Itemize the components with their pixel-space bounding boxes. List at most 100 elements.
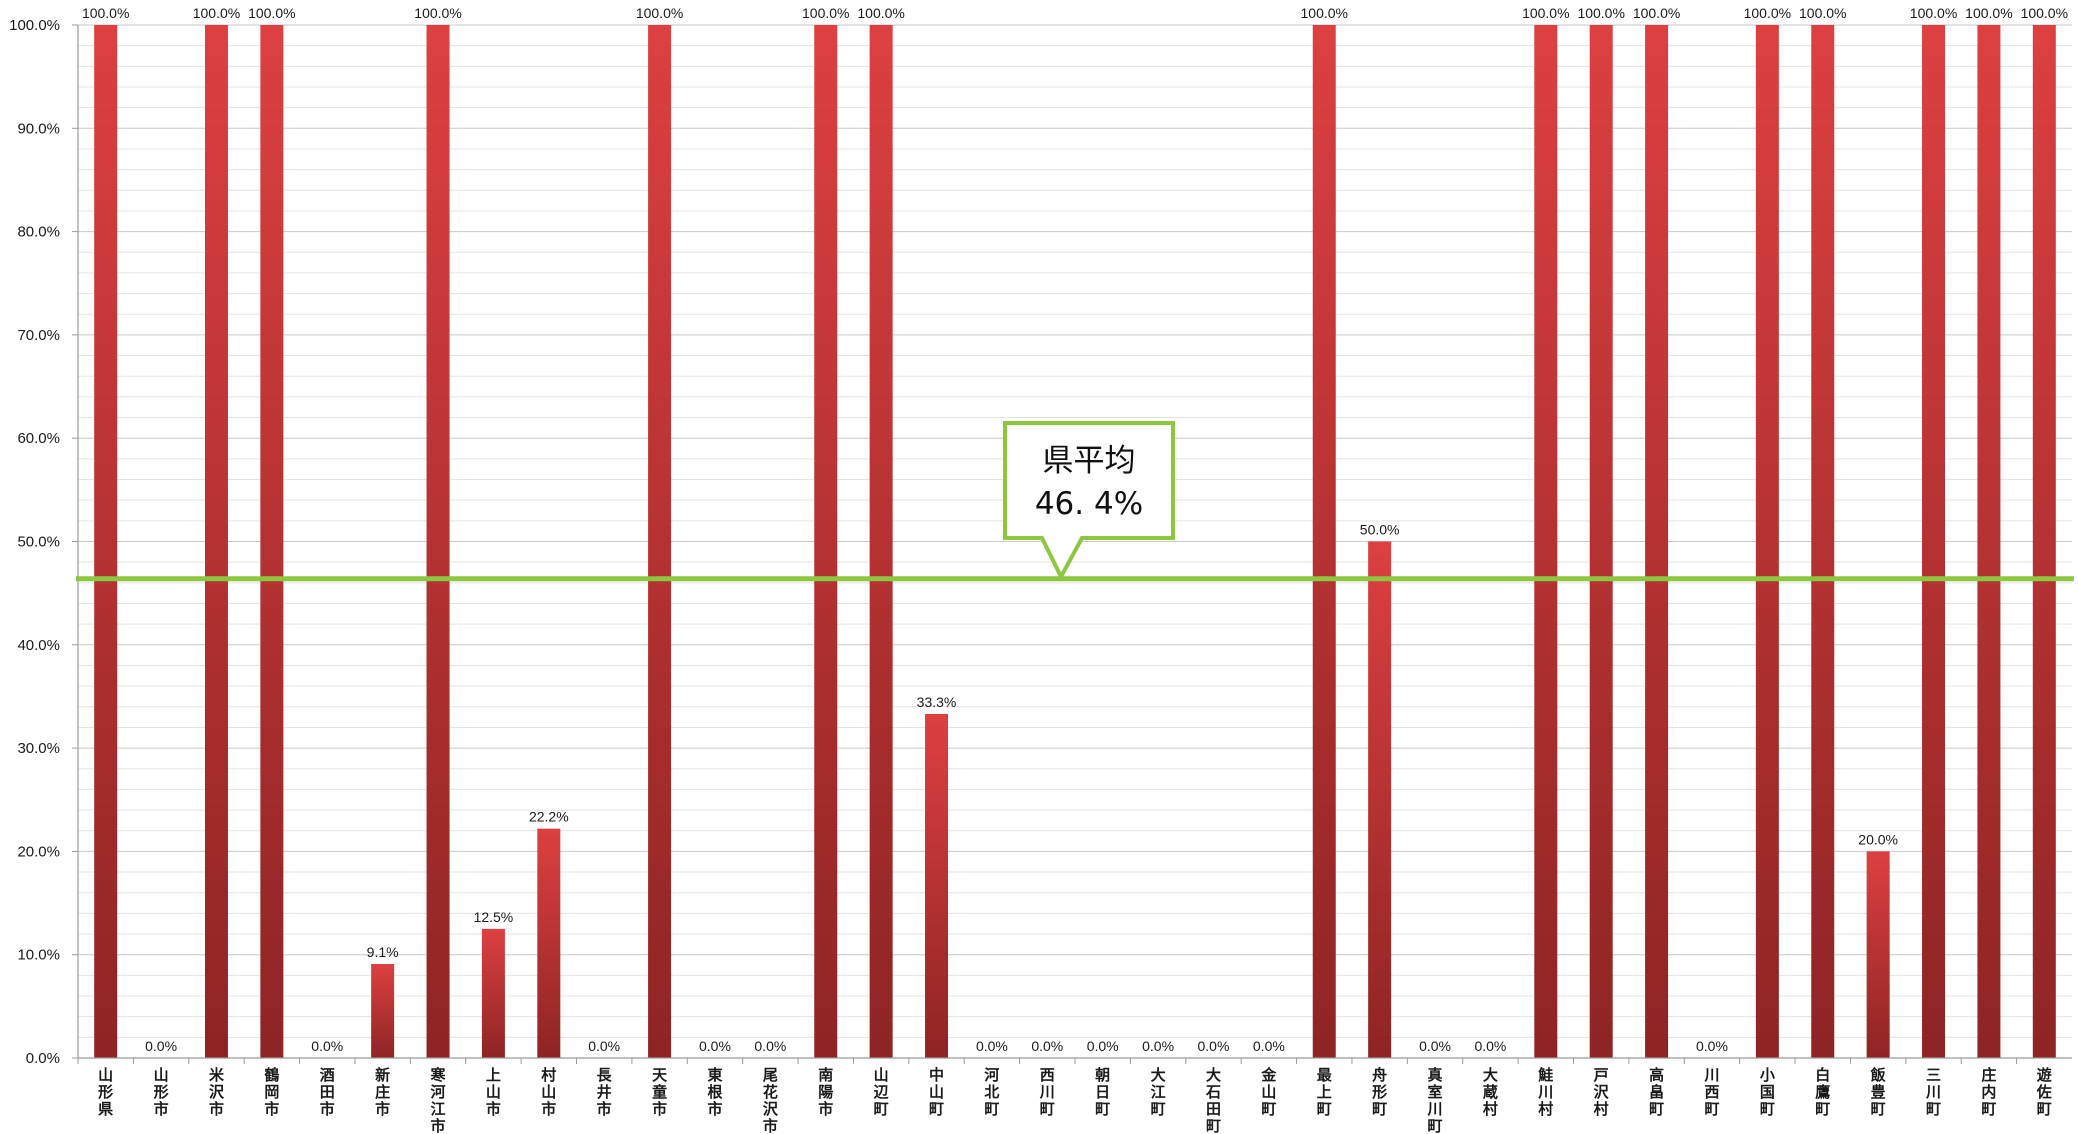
y-tick-label: 50.0% xyxy=(17,534,60,551)
data-label: 0.0% xyxy=(311,1038,343,1054)
x-category-label: 白鷹町 xyxy=(1815,1066,1830,1118)
x-category-label: 山辺町 xyxy=(874,1066,890,1118)
x-category-label: 東根市 xyxy=(707,1066,722,1118)
y-tick-label: 90.0% xyxy=(17,120,60,137)
x-category-label: 新庄市 xyxy=(375,1066,390,1118)
x-category-label: 米沢市 xyxy=(209,1066,225,1118)
data-label: 100.0% xyxy=(857,5,904,21)
y-tick-label: 100.0% xyxy=(9,17,60,34)
bar xyxy=(1534,25,1558,1058)
bar xyxy=(1589,25,1613,1058)
y-tick-label: 40.0% xyxy=(17,637,60,654)
x-category-label: 河北町 xyxy=(984,1066,999,1118)
data-label: 100.0% xyxy=(1301,5,1348,21)
y-axis-tick-labels: 0.0% 10.0% 20.0% 30.0% 40.0% 50.0% 60.0% 70.0% 8… xyxy=(9,17,78,1067)
bar xyxy=(1811,25,1835,1058)
data-label: 20.0% xyxy=(1858,831,1898,847)
data-label: 50.0% xyxy=(1360,522,1400,538)
bar xyxy=(1866,851,1890,1058)
data-label: 0.0% xyxy=(1031,1038,1063,1054)
data-label: 100.0% xyxy=(1965,5,2012,21)
average-callout-box xyxy=(1003,421,1175,582)
bar xyxy=(869,25,893,1058)
bar xyxy=(204,25,228,1058)
y-tick-label: 70.0% xyxy=(17,327,60,344)
x-axis-category-labels: 山形県 山形市 米沢市 鶴岡市 酒田市 新庄市 寒河江市 上山市 村山市 長井市 天童市 東根市 尾花沢… xyxy=(77,1058,2052,1134)
bar xyxy=(371,963,395,1058)
x-category-label: 南陽市 xyxy=(818,1066,833,1118)
x-category-label: 西川町 xyxy=(1039,1066,1055,1118)
x-category-label: 酒田市 xyxy=(320,1066,335,1118)
x-category-label: 大江町 xyxy=(1151,1066,1166,1118)
y-tick-label: 80.0% xyxy=(17,224,60,241)
y-tick-label: 30.0% xyxy=(17,740,60,757)
x-category-label: 遊佐町 xyxy=(2036,1066,2052,1118)
average-line-group: 県平均 46. 4% xyxy=(76,421,2074,582)
data-label: 0.0% xyxy=(588,1038,620,1054)
data-label: 0.0% xyxy=(1474,1038,1506,1054)
data-label: 9.1% xyxy=(367,944,399,960)
y-tick-label: 60.0% xyxy=(17,430,60,447)
data-label: 0.0% xyxy=(976,1038,1008,1054)
data-label: 12.5% xyxy=(474,909,514,925)
x-category-label: 鶴岡市 xyxy=(264,1066,279,1118)
data-label: 0.0% xyxy=(1142,1038,1174,1054)
x-category-label: 寒河江市 xyxy=(431,1066,447,1134)
data-label: 100.0% xyxy=(2021,5,2068,21)
y-tick-label: 0.0% xyxy=(26,1050,60,1067)
data-label: 100.0% xyxy=(802,5,849,21)
bars xyxy=(94,25,2056,1058)
x-category-label: 鮭川村 xyxy=(1537,1066,1553,1118)
data-label: 100.0% xyxy=(248,5,295,21)
data-labels: 100.0% 0.0% 100.0% 100.0% 0.0% 9.1% 100.0% 12.5… xyxy=(82,5,2068,1054)
x-category-label: 三川町 xyxy=(1925,1066,1941,1118)
bar xyxy=(94,25,118,1058)
data-label: 100.0% xyxy=(1744,5,1791,21)
x-category-label: 上山市 xyxy=(486,1066,501,1118)
x-category-label: 最上町 xyxy=(1317,1066,1333,1118)
x-category-label: 朝日町 xyxy=(1095,1066,1110,1118)
x-category-label: 村山市 xyxy=(541,1066,556,1118)
x-category-label: 真室川町 xyxy=(1427,1066,1443,1134)
y-tick-label: 10.0% xyxy=(17,947,60,964)
x-category-label: 中山町 xyxy=(929,1066,944,1118)
x-category-label: 天童市 xyxy=(652,1066,668,1118)
data-label: 100.0% xyxy=(193,5,240,21)
data-label: 22.2% xyxy=(529,809,569,825)
data-label: 0.0% xyxy=(1253,1038,1285,1054)
x-category-label: 山形県 xyxy=(98,1066,113,1118)
bar xyxy=(426,25,450,1058)
x-category-label: 金山町 xyxy=(1260,1066,1277,1118)
x-category-label: 尾花沢市 xyxy=(763,1066,779,1134)
bar xyxy=(814,25,838,1058)
x-category-label: 山形市 xyxy=(154,1066,169,1118)
average-callout-title: 県平均 xyxy=(1043,443,1136,479)
bar xyxy=(260,25,284,1058)
data-label: 0.0% xyxy=(754,1038,786,1054)
data-label: 100.0% xyxy=(1577,5,1624,21)
data-label: 0.0% xyxy=(145,1038,177,1054)
bar xyxy=(925,714,949,1058)
bar xyxy=(1368,541,1392,1058)
bar xyxy=(648,25,672,1058)
data-label: 100.0% xyxy=(82,5,129,21)
data-label: 0.0% xyxy=(1087,1038,1119,1054)
x-category-label: 小国町 xyxy=(1760,1066,1775,1118)
data-label: 33.3% xyxy=(917,694,957,710)
bar xyxy=(2032,25,2056,1058)
x-category-label: 長井市 xyxy=(597,1066,613,1118)
data-label: 100.0% xyxy=(1633,5,1680,21)
data-label: 0.0% xyxy=(1419,1038,1451,1054)
data-label: 100.0% xyxy=(1910,5,1957,21)
x-category-label: 舟形町 xyxy=(1372,1066,1387,1118)
bar xyxy=(1755,25,1779,1058)
average-callout-value: 46. 4% xyxy=(1035,486,1143,522)
data-label: 100.0% xyxy=(414,5,461,21)
x-category-label: 庄内町 xyxy=(1981,1066,1996,1118)
data-label: 0.0% xyxy=(699,1038,731,1054)
x-category-label: 大蔵村 xyxy=(1483,1066,1498,1118)
bar xyxy=(1645,25,1669,1058)
bar xyxy=(1922,25,1946,1058)
x-category-label: 大石田町 xyxy=(1205,1066,1221,1134)
